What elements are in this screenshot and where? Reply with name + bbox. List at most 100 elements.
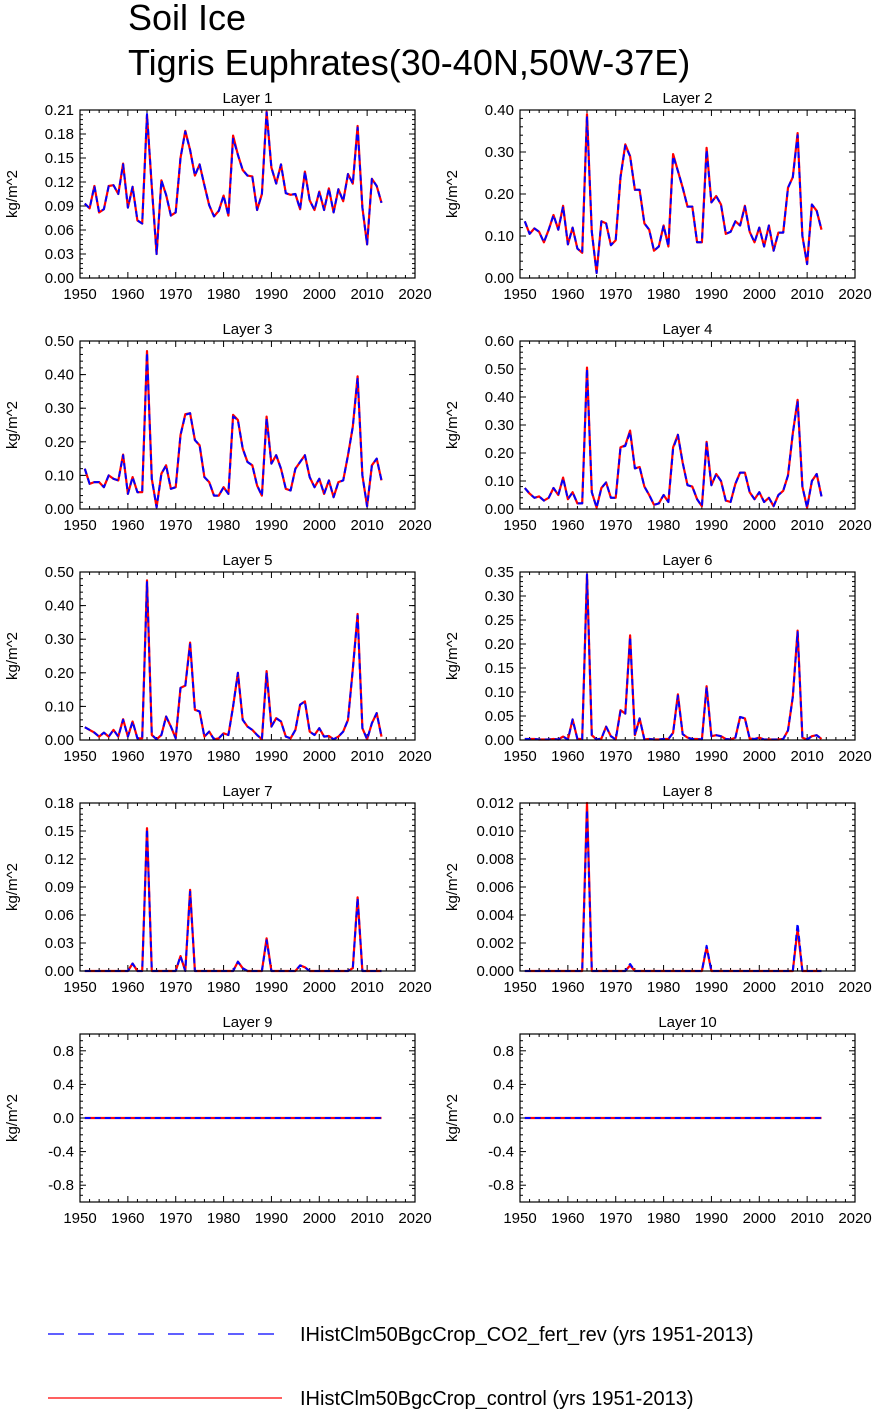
y-tick-label: 0.30 — [485, 588, 514, 605]
y-tick-label: 0.40 — [45, 367, 74, 384]
y-tick-label: 0.004 — [476, 907, 514, 924]
x-tick-label: 1980 — [207, 748, 240, 765]
y-tick-label: 0.002 — [476, 935, 514, 952]
y-tick-label: 0.8 — [53, 1043, 74, 1060]
x-tick-label: 1990 — [255, 1210, 288, 1227]
x-tick-label: 1990 — [695, 1210, 728, 1227]
y-tick-label: 0.50 — [45, 333, 74, 350]
y-axis-label: kg/m^2 — [4, 1094, 21, 1142]
panel-layer-5: Layer 5 kg/m^2 1950 1960 1970 1980 1990 2000 201… — [4, 552, 432, 765]
x-tick-label: 1970 — [599, 1210, 632, 1227]
x-tick-label: 1960 — [111, 517, 144, 534]
x-tick-label: 2020 — [838, 517, 871, 534]
y-tick-label: 0.06 — [45, 907, 74, 924]
x-tick-label: 1970 — [599, 748, 632, 765]
x-tick-label: 1960 — [551, 1210, 584, 1227]
x-tick-label: 1990 — [695, 517, 728, 534]
y-axis-label: kg/m^2 — [444, 632, 461, 680]
x-tick-label: 2000 — [743, 517, 776, 534]
x-tick-label: 1980 — [647, 1210, 680, 1227]
x-tick-label: 1960 — [111, 979, 144, 996]
y-tick-label: 0.30 — [45, 400, 74, 417]
series-line-fert — [524, 809, 822, 972]
x-tick-label: 1990 — [255, 979, 288, 996]
legend-label-control: IHistClm50BgcCrop_control (yrs 1951-2013… — [300, 1388, 694, 1410]
x-tick-label: 1960 — [551, 517, 584, 534]
x-tick-label: 1980 — [207, 1210, 240, 1227]
x-tick-label: 1980 — [207, 979, 240, 996]
x-tick-label: 2020 — [398, 979, 431, 996]
panel-layer-4: Layer 4 kg/m^2 1950 1960 1970 1980 1990 2000 201… — [444, 321, 872, 534]
y-tick-label: 0.30 — [45, 631, 74, 648]
x-tick-label: 2010 — [350, 979, 383, 996]
x-tick-label: 1970 — [599, 517, 632, 534]
y-tick-label: 0.00 — [45, 963, 74, 980]
y-tick-label: 0.40 — [485, 102, 514, 119]
panels-group: Layer 1 kg/m^2 1950 1960 1970 1980 1990 2000 201… — [4, 90, 872, 1227]
panel-layer-7: Layer 7 kg/m^2 1950 1960 1970 1980 1990 2000 201… — [4, 783, 432, 996]
y-tick-label: 0.30 — [485, 144, 514, 161]
y-tick-label: 0.20 — [45, 665, 74, 682]
y-tick-label: 0.20 — [45, 434, 74, 451]
panel-layer-2: Layer 2 kg/m^2 1950 1960 1970 1980 1990 2000 201… — [444, 90, 872, 303]
panel-title: Layer 5 — [222, 552, 272, 569]
y-tick-label: 0.20 — [485, 186, 514, 203]
x-tick-label: 1980 — [207, 517, 240, 534]
x-tick-label: 2010 — [790, 286, 823, 303]
y-tick-label: 0.00 — [485, 270, 514, 287]
y-tick-label: 0.15 — [45, 823, 74, 840]
plot-frame — [519, 1033, 856, 1203]
y-axis-label: kg/m^2 — [4, 170, 21, 218]
y-tick-label: 0.006 — [476, 879, 514, 896]
y-axis-label: kg/m^2 — [444, 170, 461, 218]
y-tick-label: 0.06 — [45, 222, 74, 239]
x-tick-label: 2000 — [743, 748, 776, 765]
panel-title: Layer 6 — [662, 552, 712, 569]
x-tick-label: 1950 — [503, 1210, 536, 1227]
y-tick-label: 0.4 — [493, 1076, 514, 1093]
x-tick-label: 1990 — [695, 286, 728, 303]
x-tick-label: 1950 — [63, 517, 96, 534]
y-tick-label: 0.0 — [493, 1110, 514, 1127]
x-tick-label: 2000 — [303, 517, 336, 534]
series-line-control — [523, 113, 823, 275]
y-tick-label: 0.000 — [476, 963, 514, 980]
y-tick-label: 0.35 — [485, 564, 514, 581]
x-tick-label: 1960 — [111, 1210, 144, 1227]
x-tick-label: 1950 — [503, 979, 536, 996]
series-line-fert — [524, 368, 823, 509]
y-tick-label: 0.00 — [45, 270, 74, 287]
x-tick-label: 1960 — [551, 286, 584, 303]
x-tick-label: 2000 — [743, 286, 776, 303]
y-tick-label: 0.09 — [45, 879, 74, 896]
x-tick-label: 2020 — [398, 1210, 431, 1227]
y-axis-label: kg/m^2 — [4, 632, 21, 680]
x-tick-label: 1990 — [695, 748, 728, 765]
y-tick-label: 0.15 — [45, 150, 74, 167]
y-axis-label: kg/m^2 — [4, 863, 21, 911]
y-tick-label: 0.40 — [485, 389, 514, 406]
y-tick-label: 0.008 — [476, 851, 514, 868]
x-tick-label: 1950 — [63, 979, 96, 996]
panel-title: Layer 10 — [658, 1014, 716, 1031]
y-axis-label: kg/m^2 — [4, 401, 21, 449]
y-tick-label: 0.00 — [485, 732, 514, 749]
y-tick-label: 0.21 — [45, 102, 74, 119]
plot-frame — [79, 109, 416, 279]
x-tick-label: 2010 — [350, 1210, 383, 1227]
x-tick-label: 1990 — [255, 286, 288, 303]
x-tick-label: 2010 — [350, 517, 383, 534]
panel-title: Layer 1 — [222, 90, 272, 107]
x-tick-label: 2000 — [303, 1210, 336, 1227]
y-axis-label: kg/m^2 — [444, 863, 461, 911]
x-tick-label: 2010 — [790, 979, 823, 996]
x-tick-label: 2020 — [398, 748, 431, 765]
x-tick-label: 2000 — [303, 748, 336, 765]
y-tick-label: 0.18 — [45, 126, 74, 143]
figure-title-line2: Tigris Euphrates(30-40N,50W-37E) — [128, 42, 690, 83]
y-tick-label: 0.25 — [485, 612, 514, 629]
x-tick-label: 2020 — [398, 286, 431, 303]
y-tick-label: 0.10 — [485, 473, 514, 490]
x-tick-label: 1960 — [551, 979, 584, 996]
x-tick-label: 1950 — [503, 517, 536, 534]
